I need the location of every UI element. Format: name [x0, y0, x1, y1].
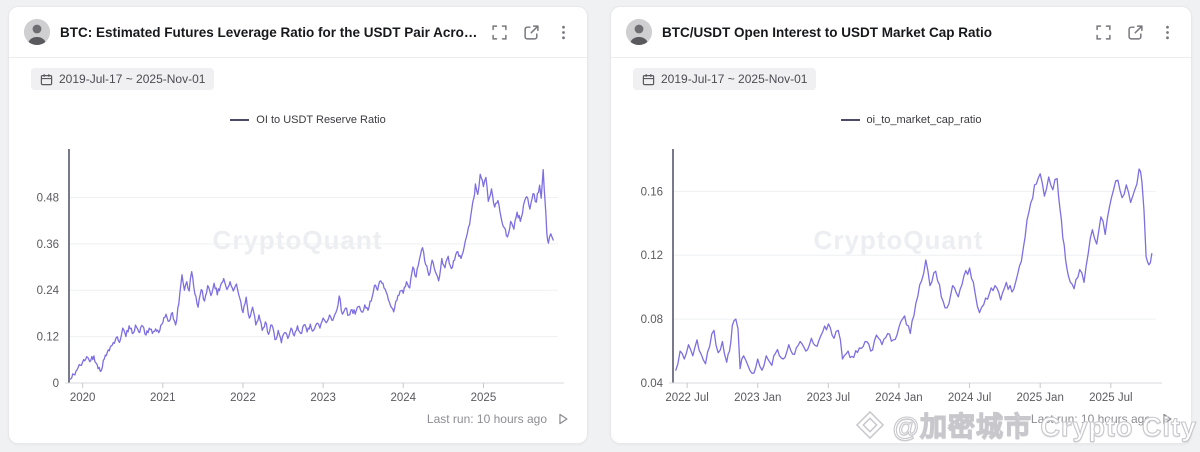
svg-text:CryptoQuant: CryptoQuant — [814, 225, 984, 255]
svg-text:0.12: 0.12 — [37, 332, 59, 344]
svg-text:0.04: 0.04 — [641, 378, 664, 390]
chart-title: BTC: Estimated Futures Leverage Ratio fo… — [60, 24, 481, 40]
date-range-text: 2019-Jul-17 ~ 2025-Nov-01 — [661, 72, 808, 86]
svg-text:0: 0 — [53, 378, 59, 390]
svg-text:2022 Jul: 2022 Jul — [665, 392, 708, 404]
svg-text:0.08: 0.08 — [641, 314, 663, 326]
legend-label: OI to USDT Reserve Ratio — [256, 114, 386, 126]
svg-text:2025 Jul: 2025 Jul — [1089, 392, 1132, 404]
date-range-text: 2019-Jul-17 ~ 2025-Nov-01 — [59, 72, 206, 86]
chart-legend[interactable]: oi_to_market_cap_ratio — [651, 114, 1171, 126]
leverage-ratio-line-chart[interactable]: CryptoQuant 0 0.12 0.24 0.36 0.48 2020 2021 2022… — [9, 131, 587, 423]
legend-label: oi_to_market_cap_ratio — [866, 114, 982, 126]
svg-text:0.48: 0.48 — [37, 192, 59, 204]
oi-market-cap-card: BTC/USDT Open Interest to USDT Market Ca… — [610, 6, 1192, 444]
last-run-status: Last run: 10 hours ago — [1031, 412, 1174, 426]
last-run-text: Last run: 10 hours ago — [426, 412, 547, 426]
legend-line-swatch — [230, 119, 250, 121]
svg-text:2025: 2025 — [471, 392, 497, 404]
card-header: BTC/USDT Open Interest to USDT Market Ca… — [611, 7, 1191, 58]
person-avatar-icon — [24, 19, 50, 45]
author-avatar[interactable] — [24, 19, 50, 45]
chart-legend[interactable]: OI to USDT Reserve Ratio — [49, 114, 567, 126]
play-icon[interactable] — [1160, 412, 1174, 426]
svg-text:2021: 2021 — [150, 392, 176, 404]
legend-line-swatch — [840, 119, 860, 121]
svg-text:CryptoQuant: CryptoQuant — [213, 225, 383, 255]
svg-text:2025 Jan: 2025 Jan — [1017, 392, 1064, 404]
date-range-badge[interactable]: 2019-Jul-17 ~ 2025-Nov-01 — [31, 68, 215, 90]
svg-text:0.16: 0.16 — [641, 186, 663, 198]
svg-text:2024 Jul: 2024 Jul — [948, 392, 991, 404]
calendar-icon — [642, 73, 655, 85]
calendar-icon — [40, 73, 53, 85]
leverage-ratio-card: BTC: Estimated Futures Leverage Ratio fo… — [8, 6, 588, 444]
person-avatar-icon — [626, 19, 652, 45]
card-header: BTC: Estimated Futures Leverage Ratio fo… — [9, 7, 587, 58]
author-avatar[interactable] — [626, 19, 652, 45]
svg-text:2023: 2023 — [310, 392, 336, 404]
oi-market-cap-line-chart[interactable]: CryptoQuant 0.04 0.08 0.12 0.16 2022 Jul 2023 … — [611, 131, 1191, 423]
kebab-menu-icon[interactable] — [555, 24, 572, 41]
svg-text:2020: 2020 — [70, 392, 96, 404]
last-run-text: Last run: 10 hours ago — [1030, 412, 1151, 426]
svg-text:0.24: 0.24 — [37, 285, 60, 297]
chart-title: BTC/USDT Open Interest to USDT Market Ca… — [662, 24, 993, 40]
svg-text:2023 Jan: 2023 Jan — [734, 392, 781, 404]
svg-text:2023 Jul: 2023 Jul — [807, 392, 850, 404]
last-run-status: Last run: 10 hours ago — [427, 412, 570, 426]
external-link-icon[interactable] — [523, 24, 540, 41]
kebab-menu-icon[interactable] — [1159, 24, 1176, 41]
svg-text:2022: 2022 — [230, 392, 256, 404]
svg-text:2024 Jan: 2024 Jan — [875, 392, 922, 404]
svg-text:0.12: 0.12 — [641, 250, 663, 262]
svg-text:0.36: 0.36 — [37, 239, 59, 251]
fullscreen-icon[interactable] — [491, 24, 508, 41]
date-range-badge[interactable]: 2019-Jul-17 ~ 2025-Nov-01 — [633, 68, 817, 90]
play-icon[interactable] — [556, 412, 570, 426]
external-link-icon[interactable] — [1127, 24, 1144, 41]
svg-text:2024: 2024 — [390, 392, 416, 404]
fullscreen-icon[interactable] — [1095, 24, 1112, 41]
